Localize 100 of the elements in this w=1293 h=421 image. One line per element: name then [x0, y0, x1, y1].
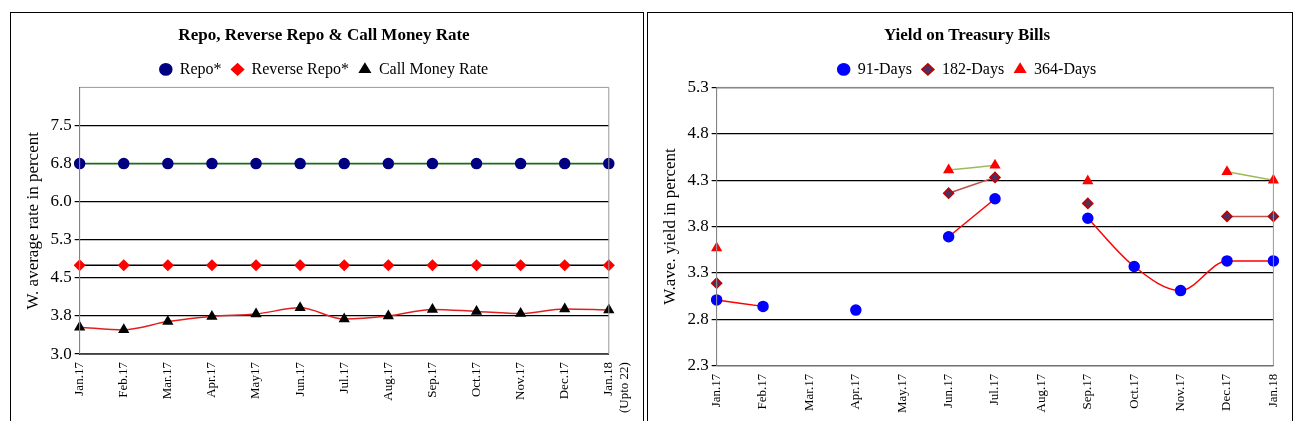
point — [1221, 166, 1233, 176]
x-tick-label: Apr.17 — [847, 373, 863, 410]
point — [294, 157, 306, 170]
point — [558, 259, 571, 271]
point — [1082, 175, 1093, 185]
chart-title: Repo, Reverse Repo & Call Money Rate — [178, 24, 471, 44]
point — [1082, 197, 1094, 210]
legend-label: 182-Days — [941, 59, 1005, 78]
point — [559, 303, 570, 313]
point — [470, 259, 483, 271]
x-tick-label: Aug.17 — [1032, 373, 1048, 413]
y-tick-label: 3.3 — [687, 262, 709, 282]
point — [162, 259, 174, 271]
point — [426, 157, 439, 170]
point — [382, 259, 395, 271]
point — [470, 157, 483, 170]
x-tick-label: Aug.17 — [379, 361, 395, 401]
point — [250, 308, 262, 318]
x-tick-label: Nov.17 — [1172, 373, 1188, 412]
point — [1221, 210, 1233, 223]
point — [118, 259, 130, 271]
y-axis-title: W. average rate in percent — [22, 131, 42, 310]
point — [1128, 260, 1140, 273]
point — [850, 304, 862, 316]
x-tick-label: May.17 — [893, 373, 909, 414]
y-tick-label: 2.8 — [687, 308, 709, 328]
point — [118, 157, 130, 170]
point — [162, 315, 173, 325]
x-tick-label: Nov.17 — [512, 361, 528, 400]
y-tick-label: 2.3 — [687, 355, 709, 375]
point — [206, 310, 218, 320]
point — [942, 231, 955, 243]
point — [757, 300, 769, 313]
x-tick-label: Jun.17 — [940, 373, 956, 409]
y-axis-title: W.ave. yield in percent — [659, 148, 679, 305]
point — [206, 259, 218, 271]
x-tick-label: Dec.17 — [1218, 373, 1234, 411]
point — [515, 307, 526, 317]
y-tick-label: 3.8 — [50, 305, 72, 325]
point — [603, 259, 615, 271]
point — [338, 259, 350, 271]
point — [339, 313, 350, 323]
x-tick-label: Dec.17 — [556, 361, 572, 400]
x-tick-label: Jul.17 — [335, 361, 351, 394]
point — [427, 303, 438, 313]
point — [943, 164, 954, 174]
y-tick-label: 6.0 — [50, 191, 72, 211]
x-tick-label: Jul.17 — [986, 373, 1002, 406]
x-tick-label: Jan.18 — [1264, 373, 1280, 408]
y-tick-label: 4.8 — [687, 123, 709, 143]
legend-label: Repo* — [179, 59, 222, 78]
y-tick-label: 7.5 — [50, 114, 72, 134]
x-tick-label: Feb.17 — [115, 361, 131, 398]
x-tick-label: Mar.17 — [800, 373, 816, 411]
point — [603, 157, 615, 170]
point — [206, 157, 218, 170]
y-tick-label: 3.8 — [687, 216, 709, 236]
point — [1267, 210, 1280, 223]
y-tick-label: 5.3 — [50, 229, 72, 249]
legend-label: Reverse Repo* — [251, 59, 349, 78]
point — [989, 193, 1001, 205]
x-tick-label: Sep.17 — [423, 361, 439, 398]
point — [426, 259, 439, 271]
legend-label: 364-Days — [1034, 59, 1097, 78]
point — [989, 159, 1001, 169]
point — [294, 259, 306, 271]
point — [338, 157, 350, 170]
point — [383, 310, 394, 320]
y-tick-label: 6.8 — [50, 153, 72, 173]
point — [514, 157, 527, 170]
point — [295, 302, 306, 312]
x-tick-label: May17 — [247, 361, 263, 399]
x-tick-label: Jan.18 (Upto 22) — [600, 362, 631, 414]
x-tick-label: Sep.17 — [1079, 373, 1095, 410]
point — [382, 157, 395, 170]
x-tick-label: Jan.17 — [71, 361, 87, 396]
legend-label: Call Money Rate — [378, 59, 489, 78]
chart-title: Yield on Treasury Bills — [883, 24, 1051, 44]
x-tick-label: Oct.17 — [467, 361, 483, 398]
y-tick-label: 3.0 — [50, 343, 72, 363]
point — [250, 157, 262, 170]
point — [942, 187, 955, 199]
x-tick-label: Jun.17 — [291, 361, 307, 397]
y-tick-label: 4.5 — [50, 267, 72, 287]
point — [1082, 212, 1094, 224]
point — [118, 323, 129, 333]
y-tick-label: 5.3 — [687, 76, 709, 96]
point — [1221, 255, 1233, 267]
point — [1174, 284, 1187, 297]
point — [250, 259, 262, 271]
x-tick-label: Apr.17 — [203, 361, 219, 398]
x-tick-label: Feb.17 — [754, 373, 770, 410]
point — [514, 259, 527, 271]
x-tick-label: Mar.17 — [159, 361, 175, 400]
point — [162, 157, 174, 170]
point — [558, 157, 571, 170]
y-tick-label: 4.3 — [687, 169, 709, 189]
legend-label: 91-Days — [857, 59, 912, 78]
point — [471, 305, 482, 315]
point — [73, 157, 86, 170]
